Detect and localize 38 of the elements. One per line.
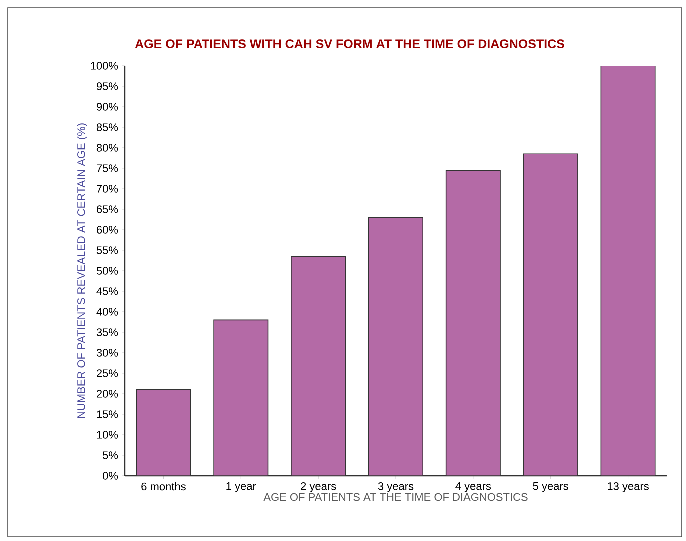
bar (368, 217, 424, 476)
x-tick-label: 1 year (226, 482, 256, 492)
y-tick-label: 40% (96, 308, 118, 316)
y-tick-label: 20% (97, 390, 118, 398)
bar (136, 389, 192, 476)
y-tick-label: 90% (96, 103, 118, 111)
x-tick-label: 13 years (608, 482, 649, 492)
x-tick-label: 2 years (301, 482, 336, 492)
y-tick-label: 45% (96, 288, 118, 296)
x-tick-label: 4 years (456, 482, 492, 492)
y-axis-title: NUMBER OF PATIENTS REVEALED AT CERTAIN AGE (%) (77, 124, 88, 418)
x-tick-label: 6 months (142, 482, 186, 491)
y-tick-label: 65% (97, 206, 118, 214)
y-tick-label: 100% (91, 62, 118, 70)
x-axis-title: AGE OF PATIENTS AT THE TIME OF DIAGNOSTICS (264, 493, 528, 502)
bar (291, 256, 346, 476)
x-tick-label: 3 years (378, 482, 414, 492)
y-tick-label: 80% (96, 144, 118, 152)
y-tick-label: 15% (97, 410, 118, 418)
y-tick-label: 25% (97, 370, 118, 378)
y-tick-label: 5% (103, 452, 118, 460)
y-tick-label: 10% (97, 431, 118, 439)
bar (523, 154, 578, 476)
y-tick-label: 85% (96, 124, 118, 132)
y-tick-label: 70% (97, 185, 118, 193)
bar (600, 66, 656, 476)
y-tick-label: 0% (103, 472, 118, 480)
y-tick-label: 95% (96, 82, 118, 90)
y-tick-label: 60% (97, 226, 118, 234)
y-tick-label: 35% (96, 328, 118, 336)
y-tick-label: 55% (96, 246, 118, 254)
bar (214, 320, 269, 476)
chart-title: AGE OF PATIENTS WITH CAH SV FORM AT THE TIME OF DIAGNOSTICS (135, 40, 564, 48)
y-tick-label: 50% (96, 267, 118, 275)
y-tick-label: 30% (96, 349, 118, 357)
y-tick-label: 75% (97, 164, 118, 172)
x-tick-label: 5 years (533, 482, 568, 492)
bar (446, 170, 501, 476)
